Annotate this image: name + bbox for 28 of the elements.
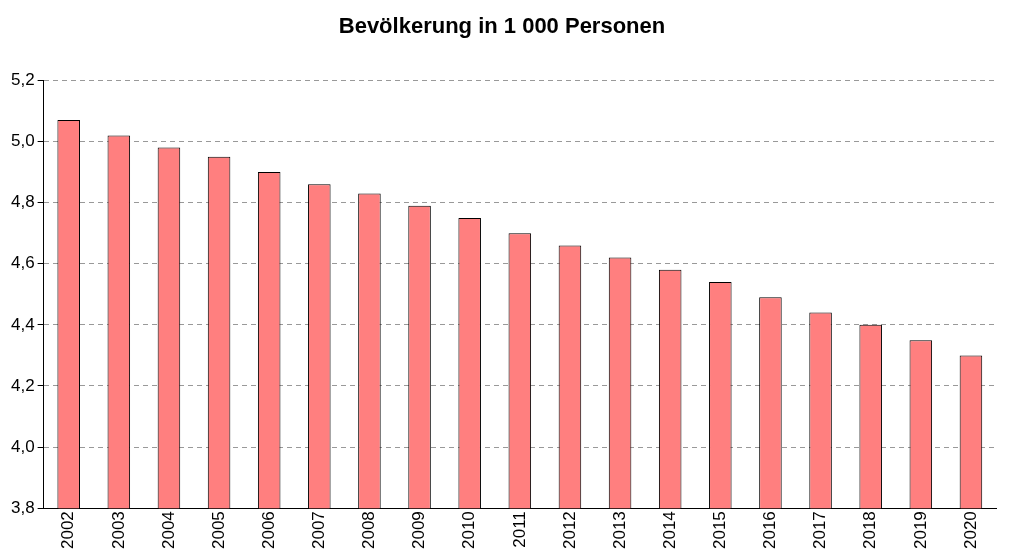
x-tick-label: 2005 [208, 511, 228, 550]
x-tick-label: 2020 [960, 511, 980, 550]
y-tick-label: 5,2 [10, 70, 35, 90]
x-tick-label: 2016 [760, 511, 780, 550]
y-tick-label: 4,4 [10, 314, 35, 334]
x-tick-label: 2008 [359, 511, 379, 550]
x-tick-label: 2012 [559, 511, 579, 550]
x-tick-label: 2014 [659, 511, 679, 550]
x-tick-label: 2004 [158, 511, 178, 550]
x-tick-label: 2018 [860, 511, 880, 550]
y-tick-label: 4,2 [10, 375, 35, 395]
x-tick-label: 2010 [459, 511, 479, 550]
y-tick-label: 4,8 [10, 192, 35, 212]
x-tick-label: 2002 [58, 511, 78, 550]
x-tick-label: 2007 [309, 511, 329, 550]
chart-title: Bevölkerung in 1 000 Personen [338, 13, 666, 39]
y-tick-label: 4,6 [10, 253, 35, 273]
x-tick-label: 2009 [409, 511, 429, 550]
x-tick-label: 2011 [509, 511, 529, 548]
x-tick-label: 2019 [910, 511, 930, 550]
x-tick-label: 2015 [710, 511, 729, 550]
x-tick-label: 2006 [258, 511, 278, 550]
x-tick-label: 2017 [810, 511, 830, 550]
x-tick-label: 2013 [609, 511, 629, 550]
y-tick-label: 5,0 [10, 131, 35, 151]
x-tick-label: 2003 [108, 511, 128, 550]
y-tick-label: 3,8 [10, 497, 35, 517]
y-tick-label: 4,0 [10, 436, 35, 456]
